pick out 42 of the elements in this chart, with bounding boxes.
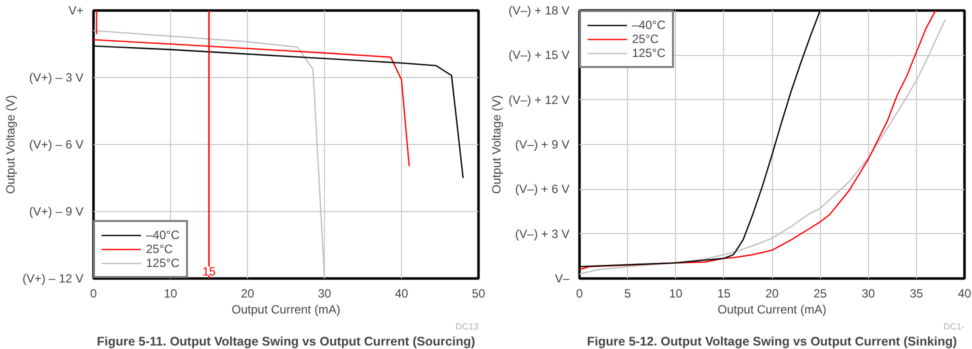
y-axis-title: Output Voltage (V) [3, 95, 18, 194]
y-tick-label: (V–) + 6 V [515, 182, 570, 196]
text: DC13 [455, 322, 479, 332]
x-tick-label: 20 [240, 286, 254, 300]
text: Figure 5-12. Output Voltage Swing vs Output Current (Sinking) [587, 334, 957, 348]
x-tick-label: 35 [910, 286, 924, 300]
x-tick-label: 15 [717, 286, 731, 300]
y-tick-label: V+ [68, 4, 84, 18]
legend-label: –40°C [146, 228, 180, 242]
x-axis-title: Output Current (mA) [232, 302, 340, 316]
y-tick-label: (V+) – 9 V [29, 204, 84, 218]
x-tick-label: 30 [862, 286, 876, 300]
ref-line-label: 15 [202, 264, 216, 278]
y-tick-label: V– [554, 272, 570, 286]
x-tick-label: 40 [958, 286, 972, 300]
x-tick-label: 10 [164, 286, 178, 300]
x-tick-label: 25 [813, 286, 828, 300]
x-tick-label: 0 [576, 286, 584, 300]
y-tick-label: (V+) – 3 V [29, 70, 84, 84]
x-tick-label: 40 [394, 286, 408, 300]
x-tick-label: 30 [318, 286, 332, 300]
legend-label: 125°C [146, 256, 180, 270]
legend-label: 25°C [146, 242, 173, 256]
y-tick-label: (V–) + 12 V [508, 92, 570, 107]
text: Figure 5-11. Output Voltage Swing vs Output Current (Sourcing) [96, 334, 476, 348]
x-tick-label: 20 [765, 286, 779, 300]
text: DC1- [944, 322, 965, 332]
x-tick-label: 0 [90, 286, 98, 300]
legend-label: –40°C [632, 18, 666, 32]
y-tick-label: (V–) + 9 V [515, 138, 570, 152]
legend-label: 25°C [632, 32, 659, 46]
y-axis-title: Output Voltage (V) [489, 95, 504, 194]
legend-label: 125°C [632, 46, 666, 60]
y-tick-label: (V–) + 3 V [515, 226, 570, 241]
x-tick-label: 10 [669, 286, 683, 300]
y-tick-label: (V–) + 18 V [508, 4, 570, 18]
x-axis-title: Output Current (mA) [718, 302, 826, 316]
x-tick-label: 5 [624, 286, 632, 300]
y-tick-label: (V+) – 6 V [29, 138, 84, 152]
y-tick-label: (V+) – 12 V [22, 272, 84, 286]
y-tick-label: (V–) + 15 V [508, 48, 570, 62]
x-tick-label: 50 [472, 286, 486, 300]
